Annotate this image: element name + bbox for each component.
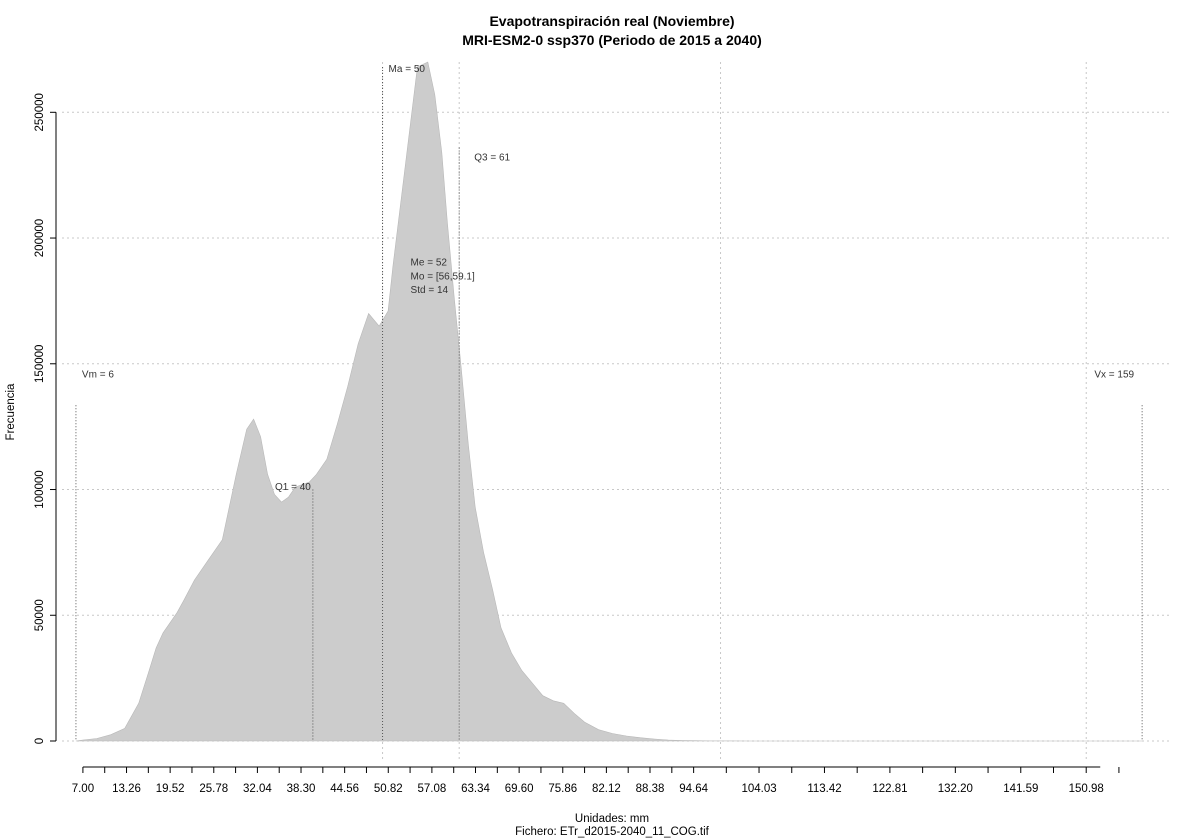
x-tick-label: 75.86: [548, 783, 577, 795]
chart-title: Evapotranspiración real (Noviembre): [489, 13, 734, 29]
x-axis-label: Unidades: mm: [575, 813, 649, 825]
x-tick-label: 122.81: [872, 783, 907, 795]
x-tick-label: 132.20: [938, 783, 973, 795]
x-tick-label: 38.30: [287, 783, 316, 795]
x-tick-label: 44.56: [330, 783, 359, 795]
annotations: Vm = 6 Q1 = 40 Ma = 50 Q3 = 61 Me = 52 Mo = […: [82, 64, 1135, 493]
x-tick-label: 57.08: [418, 783, 447, 795]
x-tick-label: 141.59: [1003, 783, 1038, 795]
annotation-label: Vx = 159: [1094, 370, 1134, 381]
chart-subtitle: MRI-ESM2-0 ssp370 (Periodo de 2015 a 204…: [462, 32, 762, 48]
x-tick-label: 25.78: [199, 783, 228, 795]
annotation-label: Std = 14: [411, 285, 449, 296]
y-tick-label: 150000: [34, 345, 46, 383]
annotation-label: Ma = 50: [389, 64, 426, 75]
annotation-label: Q1 = 40: [275, 482, 311, 493]
x-tick-label: 19.52: [156, 783, 185, 795]
x-tick-label: 50.82: [374, 783, 403, 795]
x-tick-label: 32.04: [243, 783, 272, 795]
y-tick-label: 250000: [34, 93, 46, 131]
x-axis: 7.00 13.26 19.52 25.78 32.04 38.30 44.56 50.82 5…: [72, 766, 1120, 795]
x-tick-label: 13.26: [112, 783, 141, 795]
annotation-label: Mo = [56,59.1]: [411, 271, 475, 282]
file-footer: Fichero: ETr_d2015-2040_11_COG.tif: [515, 826, 709, 838]
frequency-area: [75, 61, 1143, 742]
y-tick-label: 50000: [34, 599, 46, 631]
x-tick-label: 7.00: [72, 783, 94, 795]
x-tick-label: 150.98: [1069, 783, 1104, 795]
annotation-label: Q3 = 61: [474, 152, 510, 163]
x-tick-label: 113.42: [807, 783, 841, 795]
x-tick-label: 69.60: [505, 783, 534, 795]
x-tick-label: 88.38: [636, 783, 665, 795]
y-tick-label: 200000: [34, 219, 46, 257]
x-tick-label: 94.64: [679, 783, 708, 795]
x-tick-label: 104.03: [741, 783, 776, 795]
y-axis-label: Frecuencia: [5, 383, 17, 440]
y-tick-label: 0: [34, 738, 46, 744]
y-tick-label: 100000: [34, 470, 46, 508]
annotation-label: Vm = 6: [82, 370, 114, 381]
y-axis: 0 50000 100000 150000 200000 250000: [34, 93, 57, 744]
x-tick-label: 82.12: [592, 783, 621, 795]
reference-lines: [75, 67, 1143, 741]
annotation-label: Me = 52: [411, 258, 448, 269]
x-tick-label: 63.34: [461, 783, 490, 795]
